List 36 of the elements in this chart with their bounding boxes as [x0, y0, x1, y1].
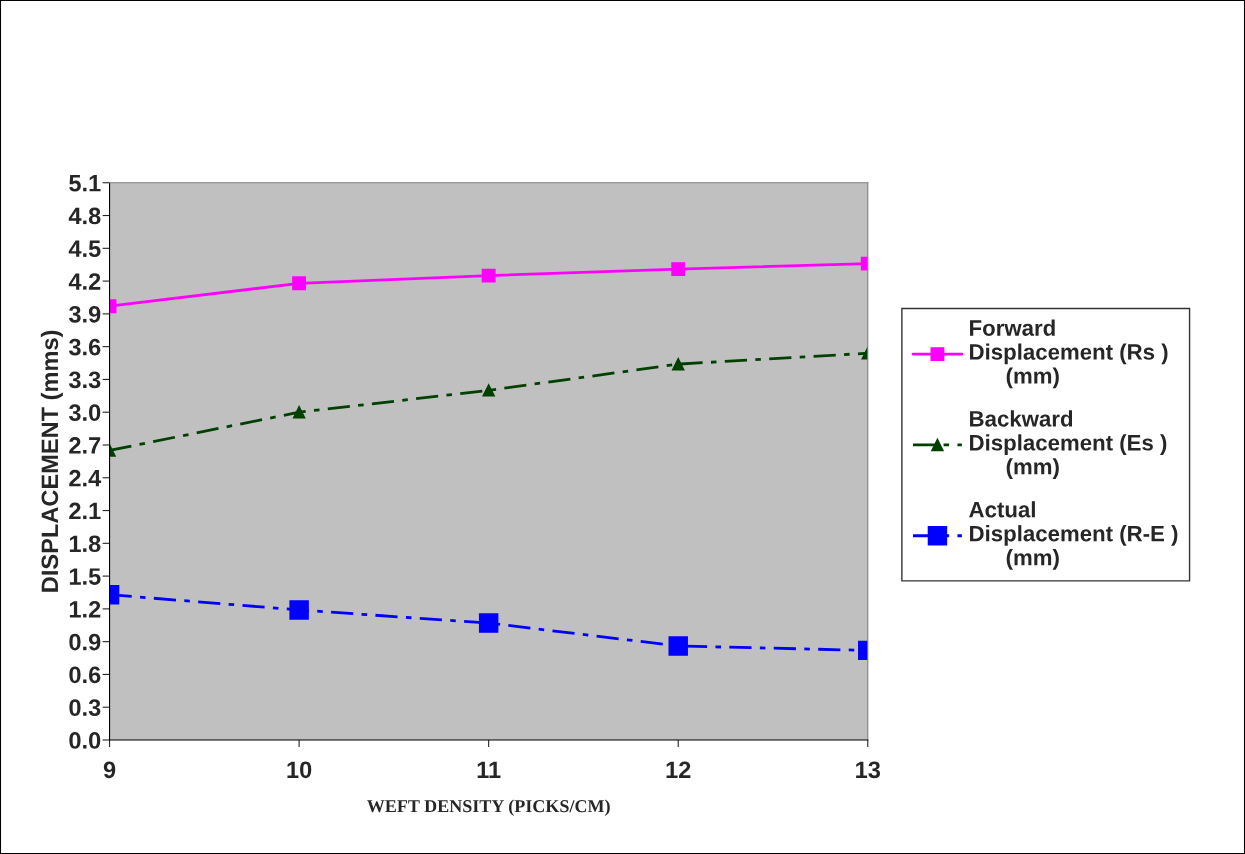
y-tick-label: 1.5 — [69, 568, 101, 585]
y-tick-label: 0.9 — [69, 633, 101, 651]
y-tick-label: 4.5 — [68, 240, 101, 258]
x-axis-title: WEFT DENSITY (PICKS/CM) — [367, 799, 610, 816]
point — [478, 613, 499, 633]
y-tick-label: 0.6 — [69, 666, 101, 684]
y-tick-label: 1.8 — [69, 535, 101, 553]
y-tick-label: 4.2 — [68, 273, 101, 290]
y-tick-label: 3.9 — [68, 305, 101, 323]
point — [668, 636, 688, 656]
y-tick-label: 1.2 — [69, 600, 101, 618]
legend-label: Forward Displacement (Rs ) (mm) — [970, 319, 1168, 389]
point — [482, 384, 495, 397]
y-tick-label: 3.6 — [68, 338, 101, 356]
legend-label: Actual Displacement (R-E ) (mm) — [969, 501, 1178, 570]
point — [671, 357, 685, 371]
legend-label: Backward Displacement (Es ) (mm) — [970, 410, 1167, 479]
x-tick-label: 11 — [477, 761, 501, 778]
y-tick-label: 0.3 — [69, 699, 101, 717]
point — [289, 600, 309, 620]
y-tick-label: 2.1 — [69, 502, 101, 520]
x-tick-label: 9 — [103, 761, 116, 779]
x-tick-label: 12 — [666, 761, 691, 778]
point — [292, 276, 307, 291]
point — [481, 268, 496, 283]
y-tick-label: 0.0 — [69, 732, 101, 749]
y-tick-label: 2.7 — [69, 437, 101, 454]
y-axis-title: DISPLACEMENT (mms) — [40, 330, 63, 592]
y-tick-label: 5.1 — [69, 175, 101, 192]
y-tick-label: 2.4 — [69, 469, 102, 487]
y-tick-label: 3.3 — [68, 371, 101, 389]
x-tick-label: 13 — [856, 761, 881, 779]
y-tick-label: 3.0 — [68, 404, 101, 422]
point — [292, 405, 306, 419]
x-tick-label: 10 — [287, 761, 312, 779]
y-tick-label: 4.8 — [68, 207, 101, 225]
